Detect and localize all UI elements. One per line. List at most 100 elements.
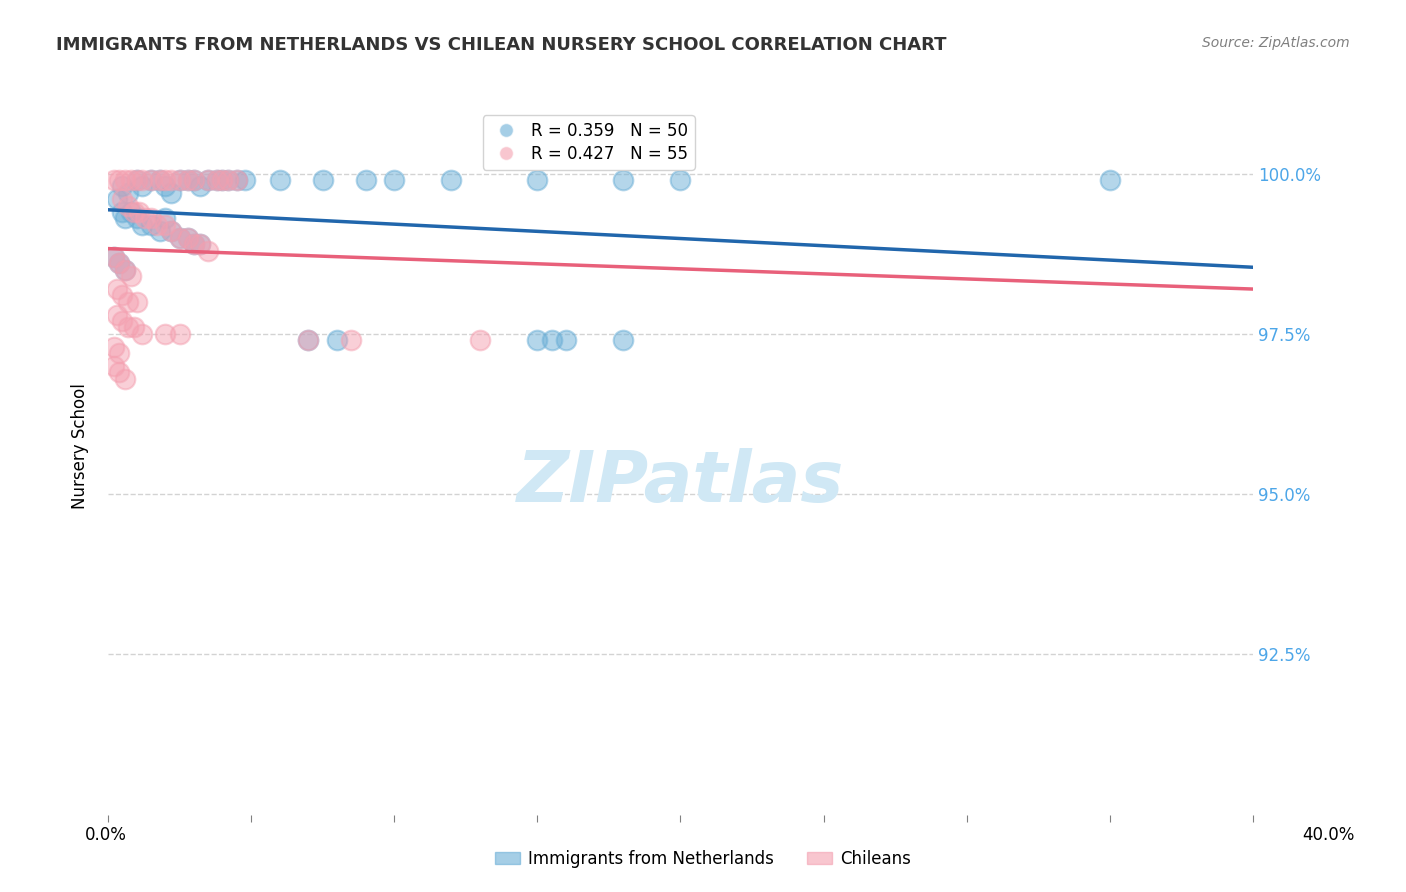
- Point: [612, 333, 634, 347]
- Point: [177, 230, 200, 244]
- Point: [148, 224, 170, 238]
- Point: [122, 205, 145, 219]
- Point: [131, 326, 153, 341]
- Point: [225, 173, 247, 187]
- Point: [177, 230, 200, 244]
- Point: [103, 250, 125, 264]
- Point: [117, 186, 139, 200]
- Text: Source: ZipAtlas.com: Source: ZipAtlas.com: [1202, 36, 1350, 50]
- Point: [117, 320, 139, 334]
- Point: [139, 173, 162, 187]
- Point: [188, 237, 211, 252]
- Point: [125, 173, 148, 187]
- Point: [160, 224, 183, 238]
- Point: [134, 211, 156, 226]
- Point: [340, 333, 363, 347]
- Point: [125, 173, 148, 187]
- Point: [108, 173, 131, 187]
- Point: [103, 173, 125, 187]
- Point: [108, 365, 131, 379]
- Point: [155, 179, 177, 194]
- Point: [155, 211, 177, 226]
- Point: [120, 173, 142, 187]
- Point: [669, 173, 692, 187]
- Point: [555, 333, 578, 347]
- Point: [540, 333, 562, 347]
- Point: [526, 333, 548, 347]
- Legend: Immigrants from Netherlands, Chileans: Immigrants from Netherlands, Chileans: [488, 844, 918, 875]
- Point: [217, 173, 239, 187]
- Point: [125, 294, 148, 309]
- Point: [1098, 173, 1121, 187]
- Point: [169, 326, 191, 341]
- Point: [105, 192, 128, 206]
- Point: [183, 237, 205, 252]
- Point: [117, 294, 139, 309]
- Point: [131, 173, 153, 187]
- Point: [108, 346, 131, 360]
- Point: [105, 308, 128, 322]
- Point: [205, 173, 228, 187]
- Point: [382, 173, 405, 187]
- Point: [111, 205, 134, 219]
- Point: [297, 333, 319, 347]
- Point: [111, 288, 134, 302]
- Point: [235, 173, 257, 187]
- Point: [120, 205, 142, 219]
- Point: [103, 250, 125, 264]
- Text: ZIPatlas: ZIPatlas: [517, 449, 844, 517]
- Point: [160, 224, 183, 238]
- Point: [114, 262, 136, 277]
- Y-axis label: Nursery School: Nursery School: [72, 383, 89, 509]
- Point: [169, 230, 191, 244]
- Point: [105, 282, 128, 296]
- Point: [169, 230, 191, 244]
- Point: [103, 340, 125, 354]
- Point: [211, 173, 233, 187]
- Point: [169, 173, 191, 187]
- Point: [114, 372, 136, 386]
- Point: [197, 173, 219, 187]
- Point: [148, 173, 170, 187]
- Point: [108, 256, 131, 270]
- Point: [468, 333, 491, 347]
- Point: [131, 218, 153, 232]
- Point: [139, 211, 162, 226]
- Point: [183, 173, 205, 187]
- Point: [612, 173, 634, 187]
- Point: [108, 256, 131, 270]
- Point: [160, 173, 183, 187]
- Point: [155, 218, 177, 232]
- Text: IMMIGRANTS FROM NETHERLANDS VS CHILEAN NURSERY SCHOOL CORRELATION CHART: IMMIGRANTS FROM NETHERLANDS VS CHILEAN N…: [56, 36, 946, 54]
- Point: [125, 211, 148, 226]
- Point: [297, 333, 319, 347]
- Point: [217, 173, 239, 187]
- Point: [177, 173, 200, 187]
- Point: [311, 173, 333, 187]
- Text: 0.0%: 0.0%: [84, 826, 127, 844]
- Text: 40.0%: 40.0%: [1302, 826, 1355, 844]
- Point: [114, 211, 136, 226]
- Point: [122, 320, 145, 334]
- Point: [155, 173, 177, 187]
- Point: [145, 218, 167, 232]
- Point: [117, 199, 139, 213]
- Point: [128, 205, 150, 219]
- Legend: R = 0.359   N = 50, R = 0.427   N = 55: R = 0.359 N = 50, R = 0.427 N = 55: [482, 115, 695, 169]
- Point: [120, 269, 142, 284]
- Point: [114, 173, 136, 187]
- Point: [188, 179, 211, 194]
- Point: [197, 173, 219, 187]
- Point: [211, 173, 233, 187]
- Point: [205, 173, 228, 187]
- Point: [111, 192, 134, 206]
- Point: [269, 173, 291, 187]
- Point: [225, 173, 247, 187]
- Point: [139, 173, 162, 187]
- Point: [114, 262, 136, 277]
- Point: [440, 173, 463, 187]
- Point: [188, 237, 211, 252]
- Point: [103, 359, 125, 373]
- Point: [183, 173, 205, 187]
- Point: [526, 173, 548, 187]
